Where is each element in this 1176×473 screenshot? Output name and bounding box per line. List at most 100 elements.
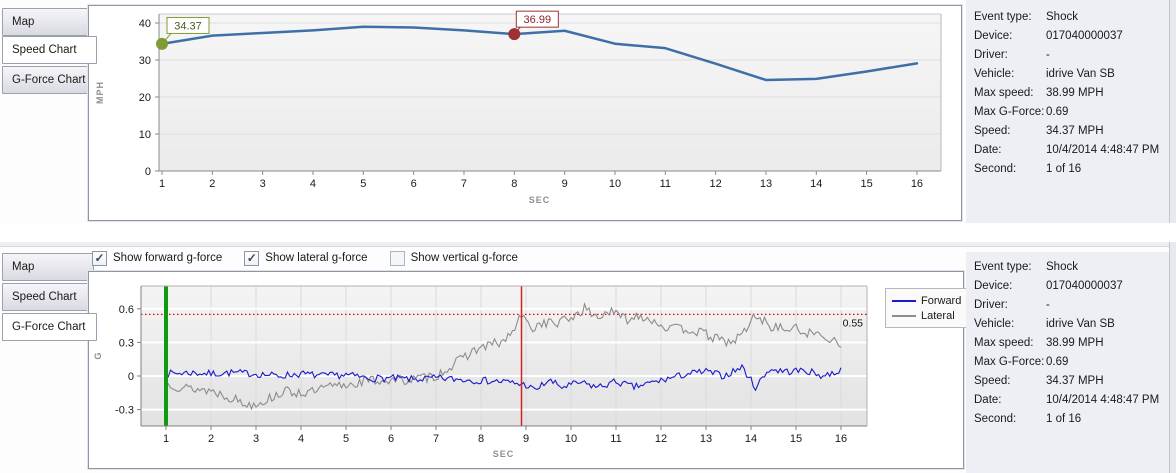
right-edge xyxy=(1170,0,1176,223)
lateral-line xyxy=(165,302,842,411)
x-tick-label: 2 xyxy=(209,178,215,190)
event-marker xyxy=(508,28,521,41)
info-value: 34.37 MPH xyxy=(1046,375,1104,387)
info-row: Driver: - xyxy=(966,296,1176,315)
y-tick-label: 20 xyxy=(139,92,151,104)
info-row: Max speed: 38.99 MPH xyxy=(966,84,1176,103)
x-tick-label: 11 xyxy=(610,433,621,445)
info-label: Max speed: xyxy=(974,87,1034,99)
info-value: 1 of 16 xyxy=(1046,163,1082,175)
info-label: Max speed: xyxy=(974,337,1034,349)
info-value: 1 of 16 xyxy=(1046,413,1082,425)
info-label: Driver: xyxy=(974,299,1008,311)
tab-speed-chart-bottom[interactable]: Speed Chart xyxy=(2,283,94,311)
info-label: Speed: xyxy=(974,125,1011,137)
info-value: 34.37 MPH xyxy=(1046,125,1104,137)
info-row: Event type: Shock xyxy=(966,8,1176,27)
chart-legend: Forward Lateral xyxy=(885,288,971,328)
info-value: 38.99 MPH xyxy=(1046,87,1104,99)
legend-label: Lateral xyxy=(921,309,955,322)
x-tick-label: 1 xyxy=(159,178,165,190)
marker-label-box xyxy=(515,10,559,28)
y-axis-title: G xyxy=(93,352,103,359)
info-row: Vehicle: idrive Van SB xyxy=(966,65,1176,84)
info-value: 017040000037 xyxy=(1046,280,1123,292)
gforce-options-row: ✓ Show forward g-force ✓ Show lateral g-… xyxy=(92,248,518,268)
info-row: Max speed: 38.99 MPH xyxy=(966,334,1176,353)
info-value: idrive Van SB xyxy=(1046,318,1115,330)
info-label: Vehicle: xyxy=(974,318,1015,330)
x-tick-label: 15 xyxy=(790,433,802,445)
x-tick-label: 16 xyxy=(835,433,847,445)
y-tick-label: 40 xyxy=(139,18,151,30)
info-row: Device: 017040000037 xyxy=(966,27,1176,46)
info-label: Event type: xyxy=(974,11,1032,23)
x-axis-title: SEC xyxy=(529,195,551,205)
event-info-panel-bottom: Event type: Shock Device: 017040000037 Dri… xyxy=(966,252,1176,473)
info-row: Max G-Force: 0.69 xyxy=(966,103,1176,122)
panel-gap xyxy=(0,223,1176,242)
x-tick-label: 1 xyxy=(163,433,169,445)
x-tick-label: 6 xyxy=(411,178,417,190)
x-tick-label: 11 xyxy=(660,178,671,190)
info-value: idrive Van SB xyxy=(1046,68,1115,80)
threshold-label: 0.55 xyxy=(843,317,864,329)
legend-line-icon xyxy=(892,299,916,302)
info-value: 017040000037 xyxy=(1046,30,1123,42)
info-label: Max G-Force: xyxy=(974,106,1045,118)
gforce-chart[interactable]: 0.55 1 2 3 4 5 6 7 8 9 10 11 12 13 14 15 16 -0.3 0 0.3 0.6 SE… xyxy=(88,271,971,469)
x-tick-label: 7 xyxy=(461,178,467,190)
plot-area xyxy=(159,14,941,171)
info-label: Date: xyxy=(974,394,1002,406)
checkbox-label: Show forward g-force xyxy=(113,252,223,264)
info-row: Date: 10/4/2014 4:48:47 PM xyxy=(966,391,1176,410)
tab-map-bottom[interactable]: Map xyxy=(2,253,94,281)
marker-label: 34.37 xyxy=(174,20,202,32)
x-tick-label: 15 xyxy=(860,178,872,190)
x-tick-label: 3 xyxy=(253,433,259,445)
tab-map-top[interactable]: Map xyxy=(2,8,94,36)
x-tick-label: 9 xyxy=(523,433,529,445)
show-forward-gforce-checkbox[interactable]: ✓ Show forward g-force xyxy=(92,250,223,266)
info-value: 0.69 xyxy=(1046,106,1069,118)
info-label: Second: xyxy=(974,163,1017,175)
x-tick-label: 14 xyxy=(745,433,757,445)
tab-speed-chart-top[interactable]: Speed Chart xyxy=(2,36,97,64)
info-row: Speed: 34.37 MPH xyxy=(966,372,1176,391)
x-tick-label: 4 xyxy=(298,433,304,445)
tab-gforce-chart-bottom[interactable]: G-Force Chart xyxy=(2,313,97,341)
checkbox-label: Show vertical g-force xyxy=(410,252,518,264)
x-tick-label: 6 xyxy=(388,433,394,445)
info-row: Driver: - xyxy=(966,46,1176,65)
info-label: Date: xyxy=(974,144,1002,156)
tab-gforce-chart-top[interactable]: G-Force Chart xyxy=(2,66,94,94)
info-row: Speed: 34.37 MPH xyxy=(966,122,1176,141)
info-value: 38.99 MPH xyxy=(1046,337,1104,349)
x-tick-label: 5 xyxy=(343,433,349,445)
show-lateral-gforce-checkbox[interactable]: ✓ Show lateral g-force xyxy=(244,250,368,266)
checkbox-icon: ✓ xyxy=(244,250,260,266)
gforce-chart-panel: Map Speed Chart G-Force Chart ✓ Show for… xyxy=(0,242,1176,473)
info-label: Second: xyxy=(974,413,1017,425)
right-divider xyxy=(1169,242,1170,473)
info-value: Shock xyxy=(1046,261,1078,273)
right-edge xyxy=(1170,242,1176,473)
speed-line xyxy=(160,25,919,82)
legend-item-forward: Forward xyxy=(892,293,964,308)
x-axis-title: SEC xyxy=(493,449,515,459)
x-tick-label: 2 xyxy=(208,433,214,445)
checkbox-label: Show lateral g-force xyxy=(265,252,368,264)
info-value: 10/4/2014 4:48:47 PM xyxy=(1046,144,1160,156)
y-tick-label: 30 xyxy=(139,55,151,67)
legend-item-lateral: Lateral xyxy=(892,308,964,323)
y-axis-title: MPH xyxy=(95,81,105,104)
x-tick-label: 4 xyxy=(310,178,316,190)
x-tick-label: 5 xyxy=(360,178,366,190)
checkbox-icon: ✓ xyxy=(92,250,107,266)
x-tick-label: 3 xyxy=(260,178,266,190)
speed-chart[interactable]: 1 2 3 4 5 6 7 8 9 10 11 12 13 14 15 16 0 10 20 30 40 SEC MPH 34… xyxy=(88,5,962,221)
start-marker xyxy=(156,37,168,50)
x-tick-label: 7 xyxy=(433,433,439,445)
show-vertical-gforce-checkbox[interactable]: ✓ Show vertical g-force xyxy=(389,250,518,266)
